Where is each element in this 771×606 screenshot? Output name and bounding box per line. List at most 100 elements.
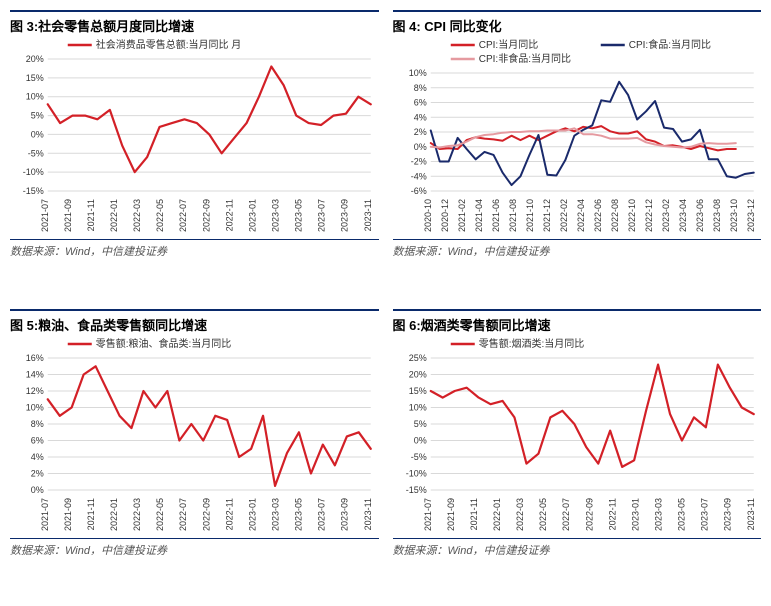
svg-text:10%: 10% — [26, 403, 44, 413]
svg-text:2023-07: 2023-07 — [699, 498, 709, 531]
chart6-title: 图 6:烟酒类零售额同比增速 — [393, 309, 762, 334]
svg-text:2021-11: 2021-11 — [86, 199, 96, 231]
svg-text:15%: 15% — [408, 386, 426, 396]
svg-text:2023-03: 2023-03 — [270, 199, 280, 232]
chart3-source: 数据来源：Wind，中信建投证券 — [10, 239, 379, 259]
svg-text:0%: 0% — [413, 142, 426, 152]
svg-text:2020-12: 2020-12 — [439, 199, 449, 232]
svg-text:2023-06: 2023-06 — [694, 199, 704, 232]
svg-text:10%: 10% — [408, 403, 426, 413]
svg-text:20%: 20% — [408, 370, 426, 380]
svg-text:2021-09: 2021-09 — [445, 498, 455, 531]
panel-chart4: 图 4: CPI 同比变化 -6%-4%-2%0%2%4%6%8%10%2020… — [393, 10, 762, 259]
svg-text:14%: 14% — [26, 370, 44, 380]
svg-text:2022-01: 2022-01 — [491, 498, 501, 531]
svg-text:16%: 16% — [26, 353, 44, 363]
chart5-title: 图 5:粮油、食品类零售额同比增速 — [10, 309, 379, 334]
svg-text:CPI:非食品:当月同比: CPI:非食品:当月同比 — [478, 52, 570, 65]
svg-text:15%: 15% — [26, 73, 44, 83]
svg-text:2023-09: 2023-09 — [340, 498, 350, 531]
svg-text:2023-03: 2023-03 — [653, 498, 663, 531]
svg-text:2023-05: 2023-05 — [294, 498, 304, 531]
svg-text:2022-06: 2022-06 — [592, 199, 602, 232]
svg-text:2023-07: 2023-07 — [317, 498, 327, 531]
svg-text:2022-07: 2022-07 — [178, 199, 188, 232]
svg-text:10%: 10% — [408, 68, 426, 78]
svg-text:2021-04: 2021-04 — [473, 199, 483, 232]
svg-text:2021-12: 2021-12 — [541, 199, 551, 232]
svg-text:2021-09: 2021-09 — [63, 199, 73, 232]
svg-text:0%: 0% — [31, 129, 44, 139]
svg-text:25%: 25% — [408, 353, 426, 363]
svg-text:2023-09: 2023-09 — [340, 199, 350, 232]
svg-text:2021-09: 2021-09 — [63, 498, 73, 531]
svg-text:2023-01: 2023-01 — [247, 498, 257, 531]
svg-text:2022-09: 2022-09 — [201, 498, 211, 531]
svg-text:0%: 0% — [413, 436, 426, 446]
svg-text:2023-07: 2023-07 — [317, 199, 327, 232]
svg-text:0%: 0% — [31, 485, 44, 495]
panel-chart3: 图 3:社会零售总额月度同比增速 -15%-10%-5%0%5%10%15%20… — [10, 10, 379, 259]
svg-text:4%: 4% — [413, 112, 426, 122]
svg-text:5%: 5% — [31, 111, 44, 121]
svg-text:2023-04: 2023-04 — [677, 199, 687, 232]
svg-text:-5%: -5% — [28, 148, 44, 158]
chart5-plot: 0%2%4%6%8%10%12%14%16%2021-072021-092021… — [10, 336, 379, 536]
svg-text:-15%: -15% — [405, 485, 426, 495]
svg-text:2020-10: 2020-10 — [422, 199, 432, 232]
svg-text:2022-05: 2022-05 — [538, 498, 548, 531]
svg-text:2023-08: 2023-08 — [711, 199, 721, 232]
chart4-plot: -6%-4%-2%0%2%4%6%8%10%2020-102020-122021… — [393, 37, 762, 237]
svg-text:2022-01: 2022-01 — [109, 199, 119, 232]
svg-text:社会消费品零售总额:当月同比 月: 社会消费品零售总额:当月同比 月 — [96, 38, 242, 51]
svg-text:CPI:当月同比: CPI:当月同比 — [478, 38, 537, 51]
svg-text:-10%: -10% — [405, 469, 426, 479]
svg-text:2023-11: 2023-11 — [363, 199, 373, 231]
svg-text:4%: 4% — [31, 452, 44, 462]
svg-text:2022-05: 2022-05 — [155, 498, 165, 531]
svg-text:8%: 8% — [31, 419, 44, 429]
svg-text:-4%: -4% — [410, 171, 426, 181]
svg-text:2023-02: 2023-02 — [660, 199, 670, 232]
svg-text:2023-11: 2023-11 — [745, 498, 755, 530]
svg-text:2023-09: 2023-09 — [722, 498, 732, 531]
svg-text:2022-09: 2022-09 — [584, 498, 594, 531]
svg-text:2023-11: 2023-11 — [363, 498, 373, 530]
svg-text:2022-03: 2022-03 — [515, 498, 525, 531]
svg-text:6%: 6% — [31, 436, 44, 446]
svg-text:2022-03: 2022-03 — [132, 498, 142, 531]
chart-grid: 图 3:社会零售总额月度同比增速 -15%-10%-5%0%5%10%15%20… — [10, 10, 761, 558]
svg-text:12%: 12% — [26, 386, 44, 396]
svg-text:6%: 6% — [413, 98, 426, 108]
svg-text:2023-05: 2023-05 — [294, 199, 304, 232]
panel-chart6: 图 6:烟酒类零售额同比增速 -15%-10%-5%0%5%10%15%20%2… — [393, 309, 762, 558]
svg-text:2022-07: 2022-07 — [561, 498, 571, 531]
svg-text:2%: 2% — [413, 127, 426, 137]
svg-text:2022-08: 2022-08 — [609, 199, 619, 232]
svg-text:2023-01: 2023-01 — [247, 199, 257, 232]
svg-text:2021-11: 2021-11 — [468, 498, 478, 530]
svg-text:10%: 10% — [26, 92, 44, 102]
svg-text:2023-12: 2023-12 — [745, 199, 755, 232]
svg-text:2021-07: 2021-07 — [40, 199, 50, 232]
svg-text:2022-11: 2022-11 — [607, 498, 617, 530]
svg-text:2021-06: 2021-06 — [490, 199, 500, 232]
svg-text:2022-12: 2022-12 — [643, 199, 653, 232]
panel-chart5: 图 5:粮油、食品类零售额同比增速 0%2%4%6%8%10%12%14%16%… — [10, 309, 379, 558]
svg-text:2021-07: 2021-07 — [40, 498, 50, 531]
svg-text:2022-04: 2022-04 — [575, 199, 585, 232]
svg-text:8%: 8% — [413, 83, 426, 93]
svg-text:2023-05: 2023-05 — [676, 498, 686, 531]
svg-text:零售额:烟酒类:当月同比: 零售额:烟酒类:当月同比 — [478, 337, 584, 350]
svg-text:2022-05: 2022-05 — [155, 199, 165, 232]
chart3-plot: -15%-10%-5%0%5%10%15%20%2021-072021-0920… — [10, 37, 379, 237]
svg-text:2023-03: 2023-03 — [270, 498, 280, 531]
svg-text:2022-11: 2022-11 — [224, 498, 234, 530]
svg-text:2022-03: 2022-03 — [132, 199, 142, 232]
svg-text:20%: 20% — [26, 54, 44, 64]
svg-text:2022-02: 2022-02 — [558, 199, 568, 232]
chart5-source: 数据来源：Wind，中信建投证券 — [10, 538, 379, 558]
svg-text:2022-01: 2022-01 — [109, 498, 119, 531]
svg-text:5%: 5% — [413, 419, 426, 429]
svg-text:2021-08: 2021-08 — [507, 199, 517, 232]
